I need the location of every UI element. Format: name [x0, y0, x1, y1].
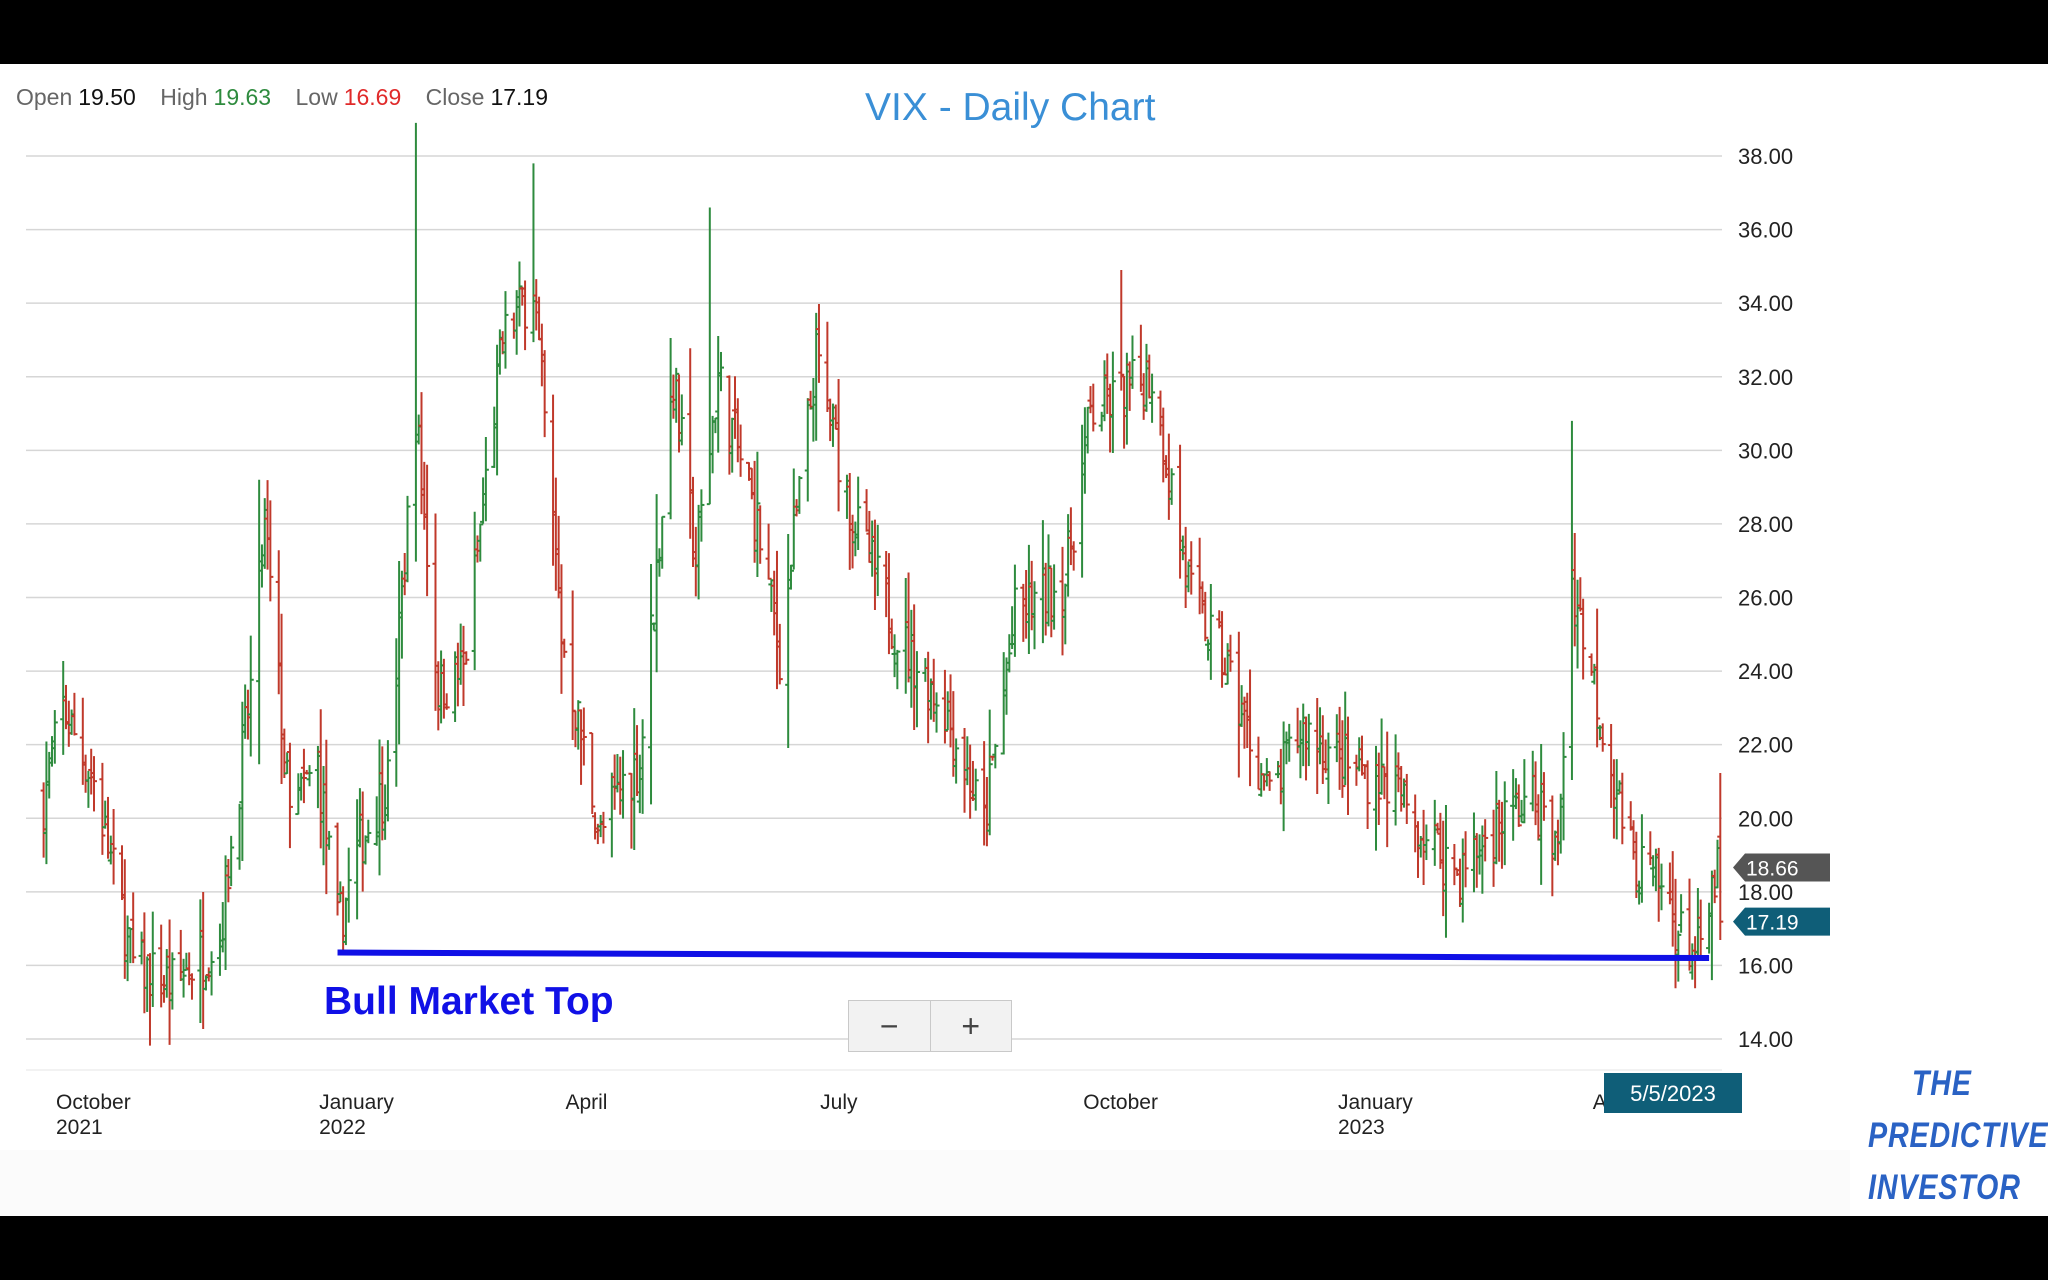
y-tick-label: 18.00 — [1738, 880, 1793, 905]
chart-title: VIX - Daily Chart — [865, 86, 1156, 129]
y-tick-label: 36.00 — [1738, 218, 1793, 243]
cursor-date-bg — [1604, 1073, 1742, 1113]
last-price-tag-bg — [1733, 907, 1830, 936]
open-value: 19.50 — [78, 84, 136, 110]
zoom-out-button[interactable]: − — [849, 1001, 931, 1051]
y-tick-label: 38.00 — [1738, 144, 1793, 169]
y-tick-label: 20.00 — [1738, 806, 1793, 831]
last-price-tag: 17.19 — [1746, 912, 1799, 935]
bull-market-top-line — [337, 949, 1710, 962]
zoom-controls: − + — [848, 1000, 1012, 1052]
low-value: 16.69 — [343, 84, 402, 110]
logo-line-3: INVESTOR — [1868, 1168, 2021, 1207]
low-label: Low — [295, 84, 338, 110]
high-label: High — [160, 84, 208, 110]
high-value: 19.63 — [213, 84, 272, 110]
close-label: Close — [425, 84, 485, 110]
y-tick-label: 26.00 — [1738, 586, 1793, 611]
x-tick-label: 2023 — [1338, 1116, 1385, 1139]
predictive-investor-logo: THE PREDICTIVE INVESTOR — [1868, 1058, 2048, 1214]
bull-market-top-annotation: Bull Market Top — [324, 980, 614, 1023]
y-tick-label: 22.00 — [1738, 733, 1793, 758]
x-tick-label: October — [56, 1091, 131, 1114]
y-tick-label: 28.00 — [1738, 512, 1793, 537]
y-tick-label: 34.00 — [1738, 291, 1793, 316]
y-tick-label: 16.00 — [1738, 953, 1793, 978]
y-tick-label: 30.00 — [1738, 438, 1793, 463]
previous-price-tag: 18.66 — [1746, 858, 1799, 881]
ohlc-readout: Open 19.50 High 19.63 Low 16.69 Close 17.19 — [16, 84, 566, 111]
zoom-in-button[interactable]: + — [961, 1007, 981, 1044]
x-axis-strip — [0, 1150, 1850, 1216]
close-value: 17.19 — [490, 84, 549, 110]
x-tick-label: July — [820, 1091, 858, 1114]
previous-price-tag-bg — [1733, 853, 1830, 882]
y-tick-label: 32.00 — [1738, 365, 1793, 390]
logo-line-2: PREDICTIVE — [1868, 1116, 2048, 1155]
y-tick-label: 14.00 — [1738, 1027, 1793, 1052]
x-tick-label: A — [1593, 1091, 1607, 1114]
x-tick-label: January — [1338, 1091, 1413, 1114]
x-tick-label: 2022 — [319, 1116, 366, 1139]
cursor-date-label: 5/5/2023 — [1630, 1081, 1716, 1106]
x-tick-label: January — [319, 1091, 394, 1114]
open-label: Open — [16, 84, 73, 110]
x-tick-label: April — [565, 1091, 607, 1114]
logo-line-1: THE — [1911, 1064, 1972, 1103]
x-tick-label: 2021 — [56, 1116, 103, 1139]
x-tick-label: October — [1083, 1091, 1158, 1114]
y-tick-label: 24.00 — [1738, 659, 1793, 684]
